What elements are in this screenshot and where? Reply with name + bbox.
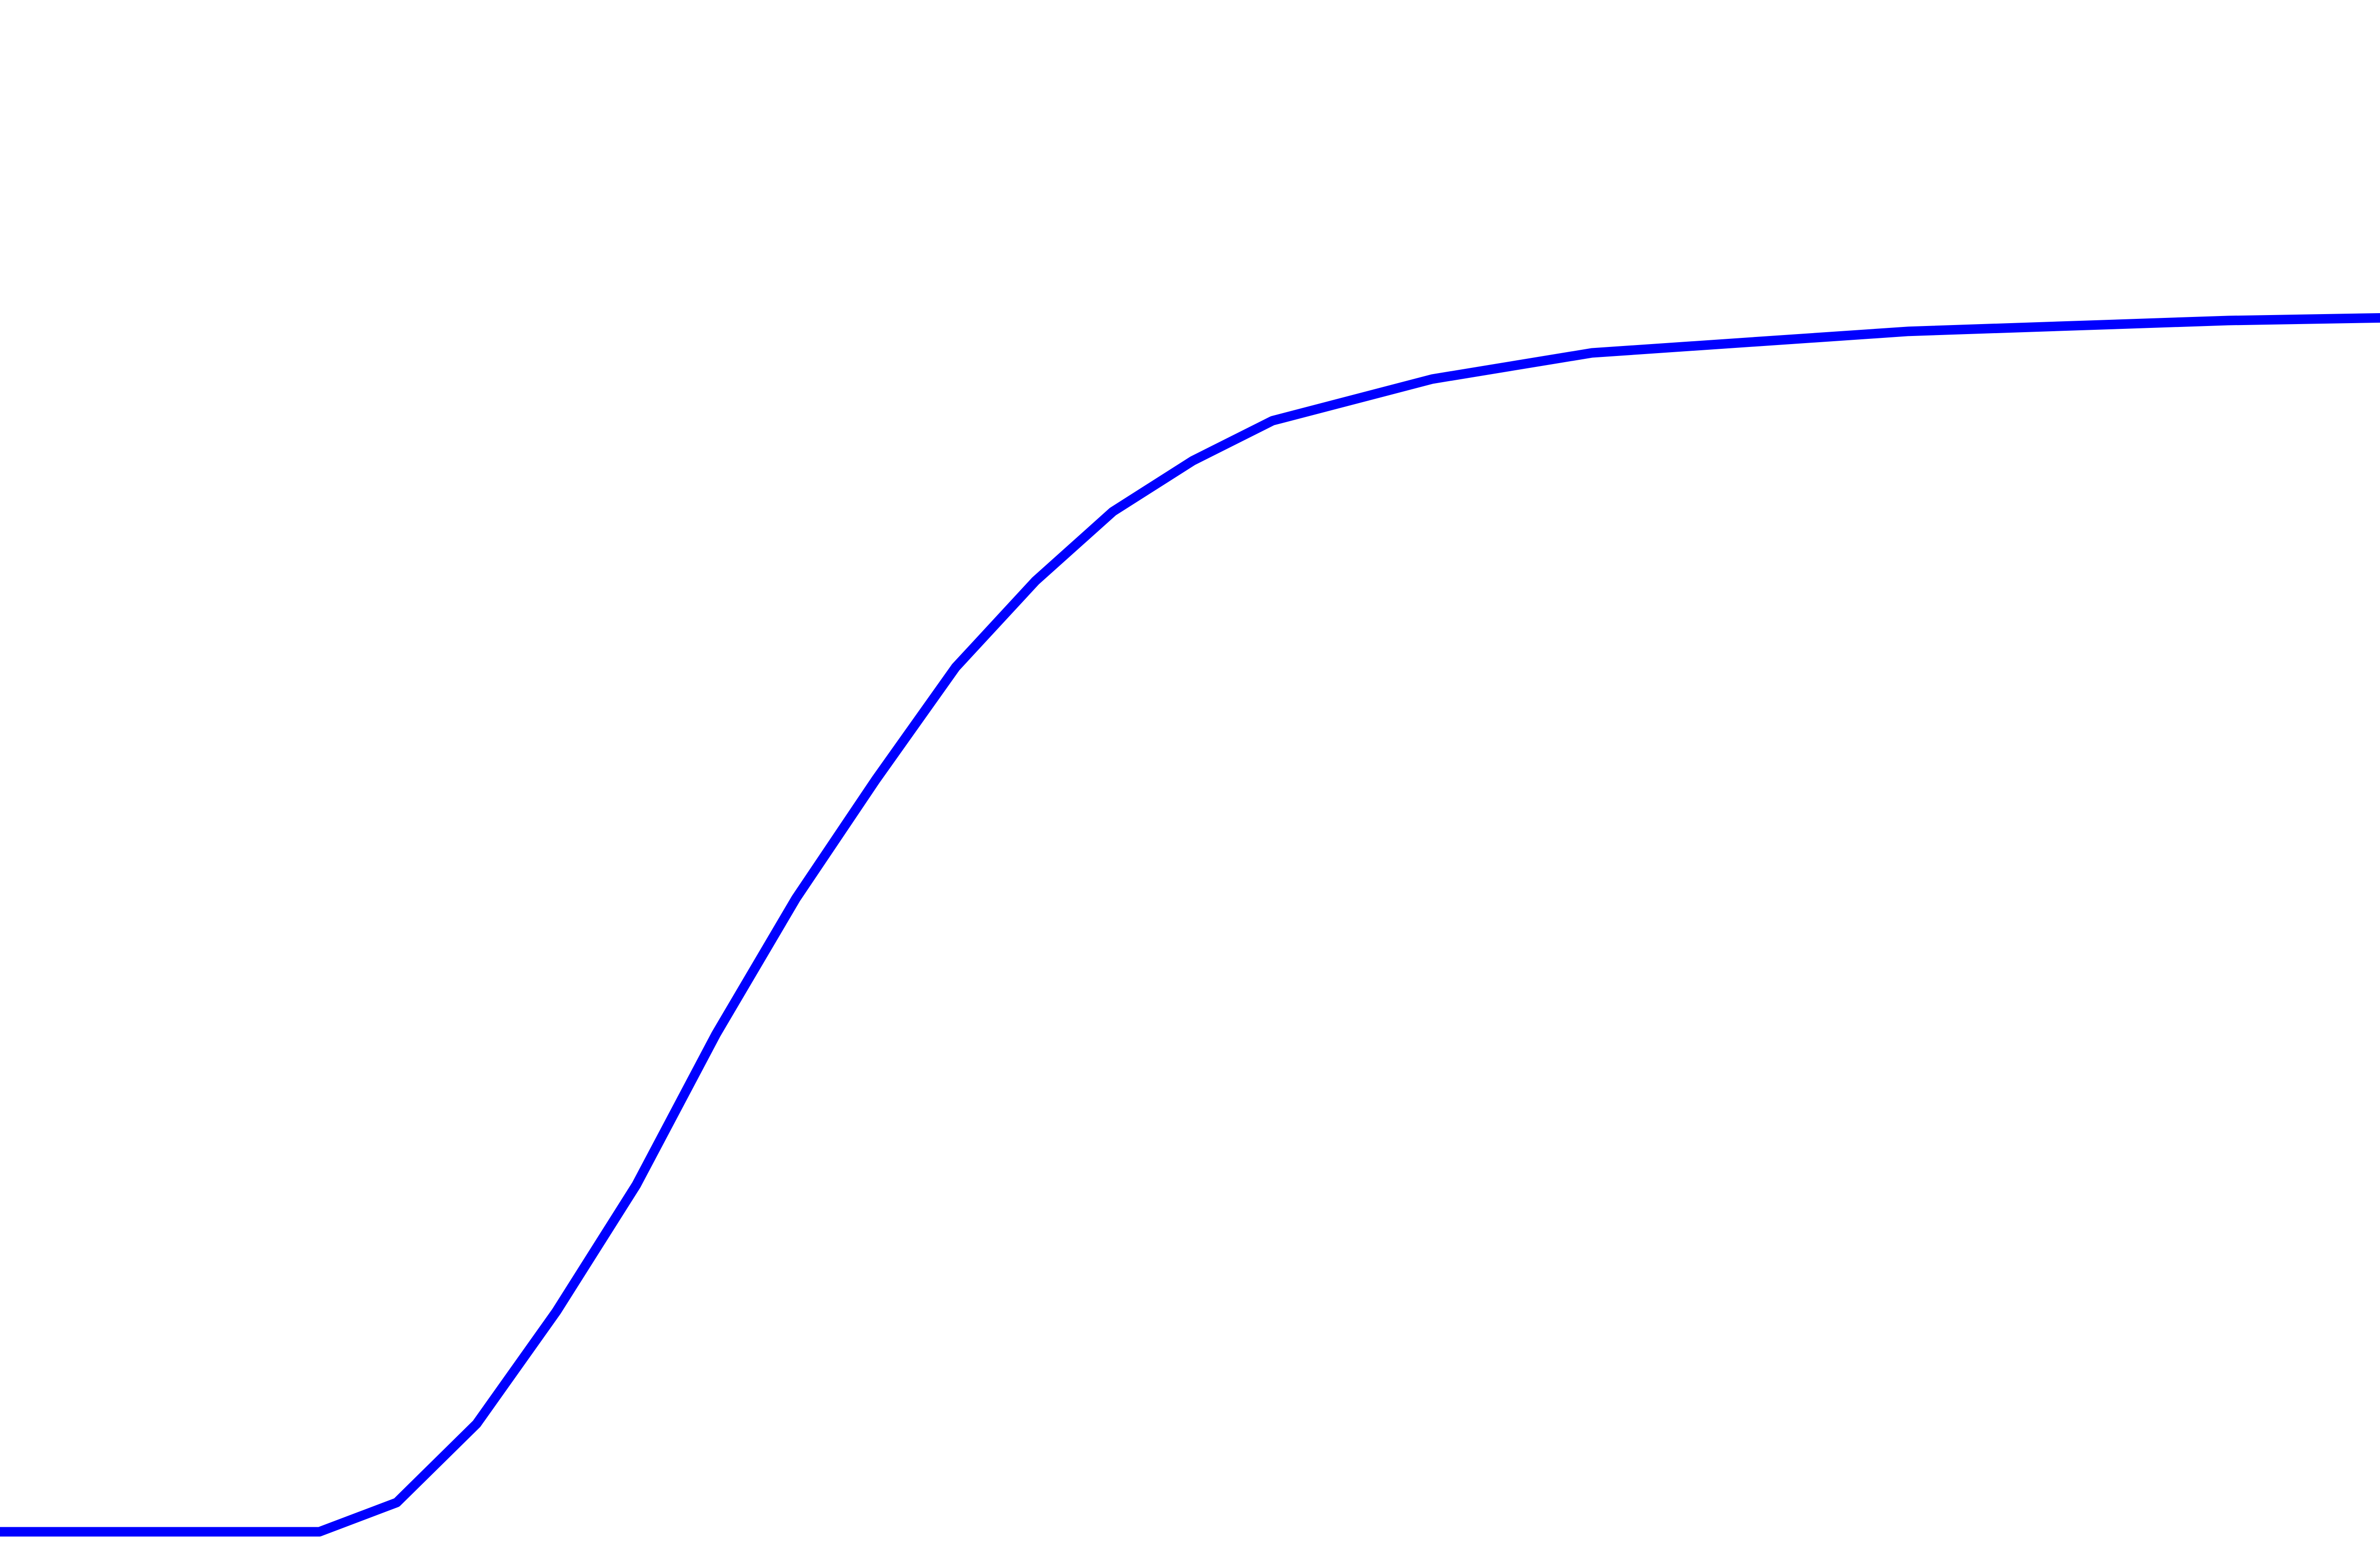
line	[0, 313, 2380, 1537]
